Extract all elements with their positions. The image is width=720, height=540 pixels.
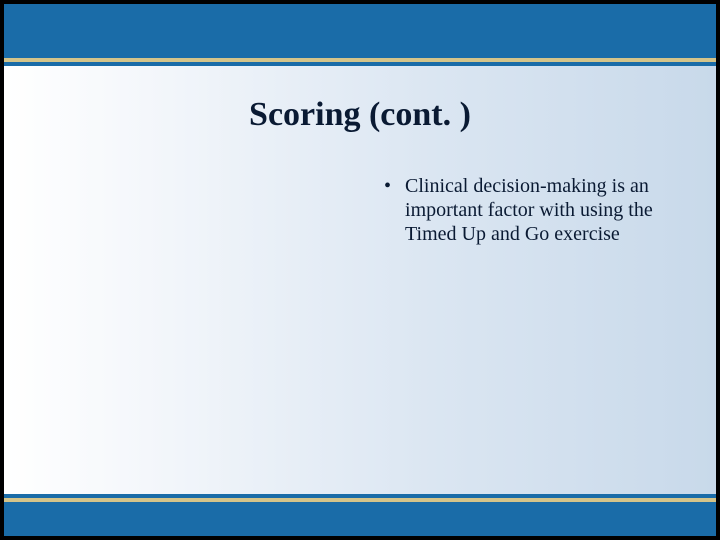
bottom-band: [4, 498, 716, 536]
bullet-icon: •: [384, 174, 391, 198]
slide-title: Scoring (cont. ): [4, 96, 716, 134]
bullet-text: Clinical decision-making is an important…: [405, 174, 674, 246]
slide-frame: Scoring (cont. ) • Clinical decision-mak…: [0, 0, 720, 540]
top-band: [4, 4, 716, 62]
list-item: • Clinical decision-making is an importa…: [384, 174, 674, 246]
slide-inner: Scoring (cont. ) • Clinical decision-mak…: [4, 4, 716, 536]
content-area: • Clinical decision-making is an importa…: [384, 174, 674, 258]
